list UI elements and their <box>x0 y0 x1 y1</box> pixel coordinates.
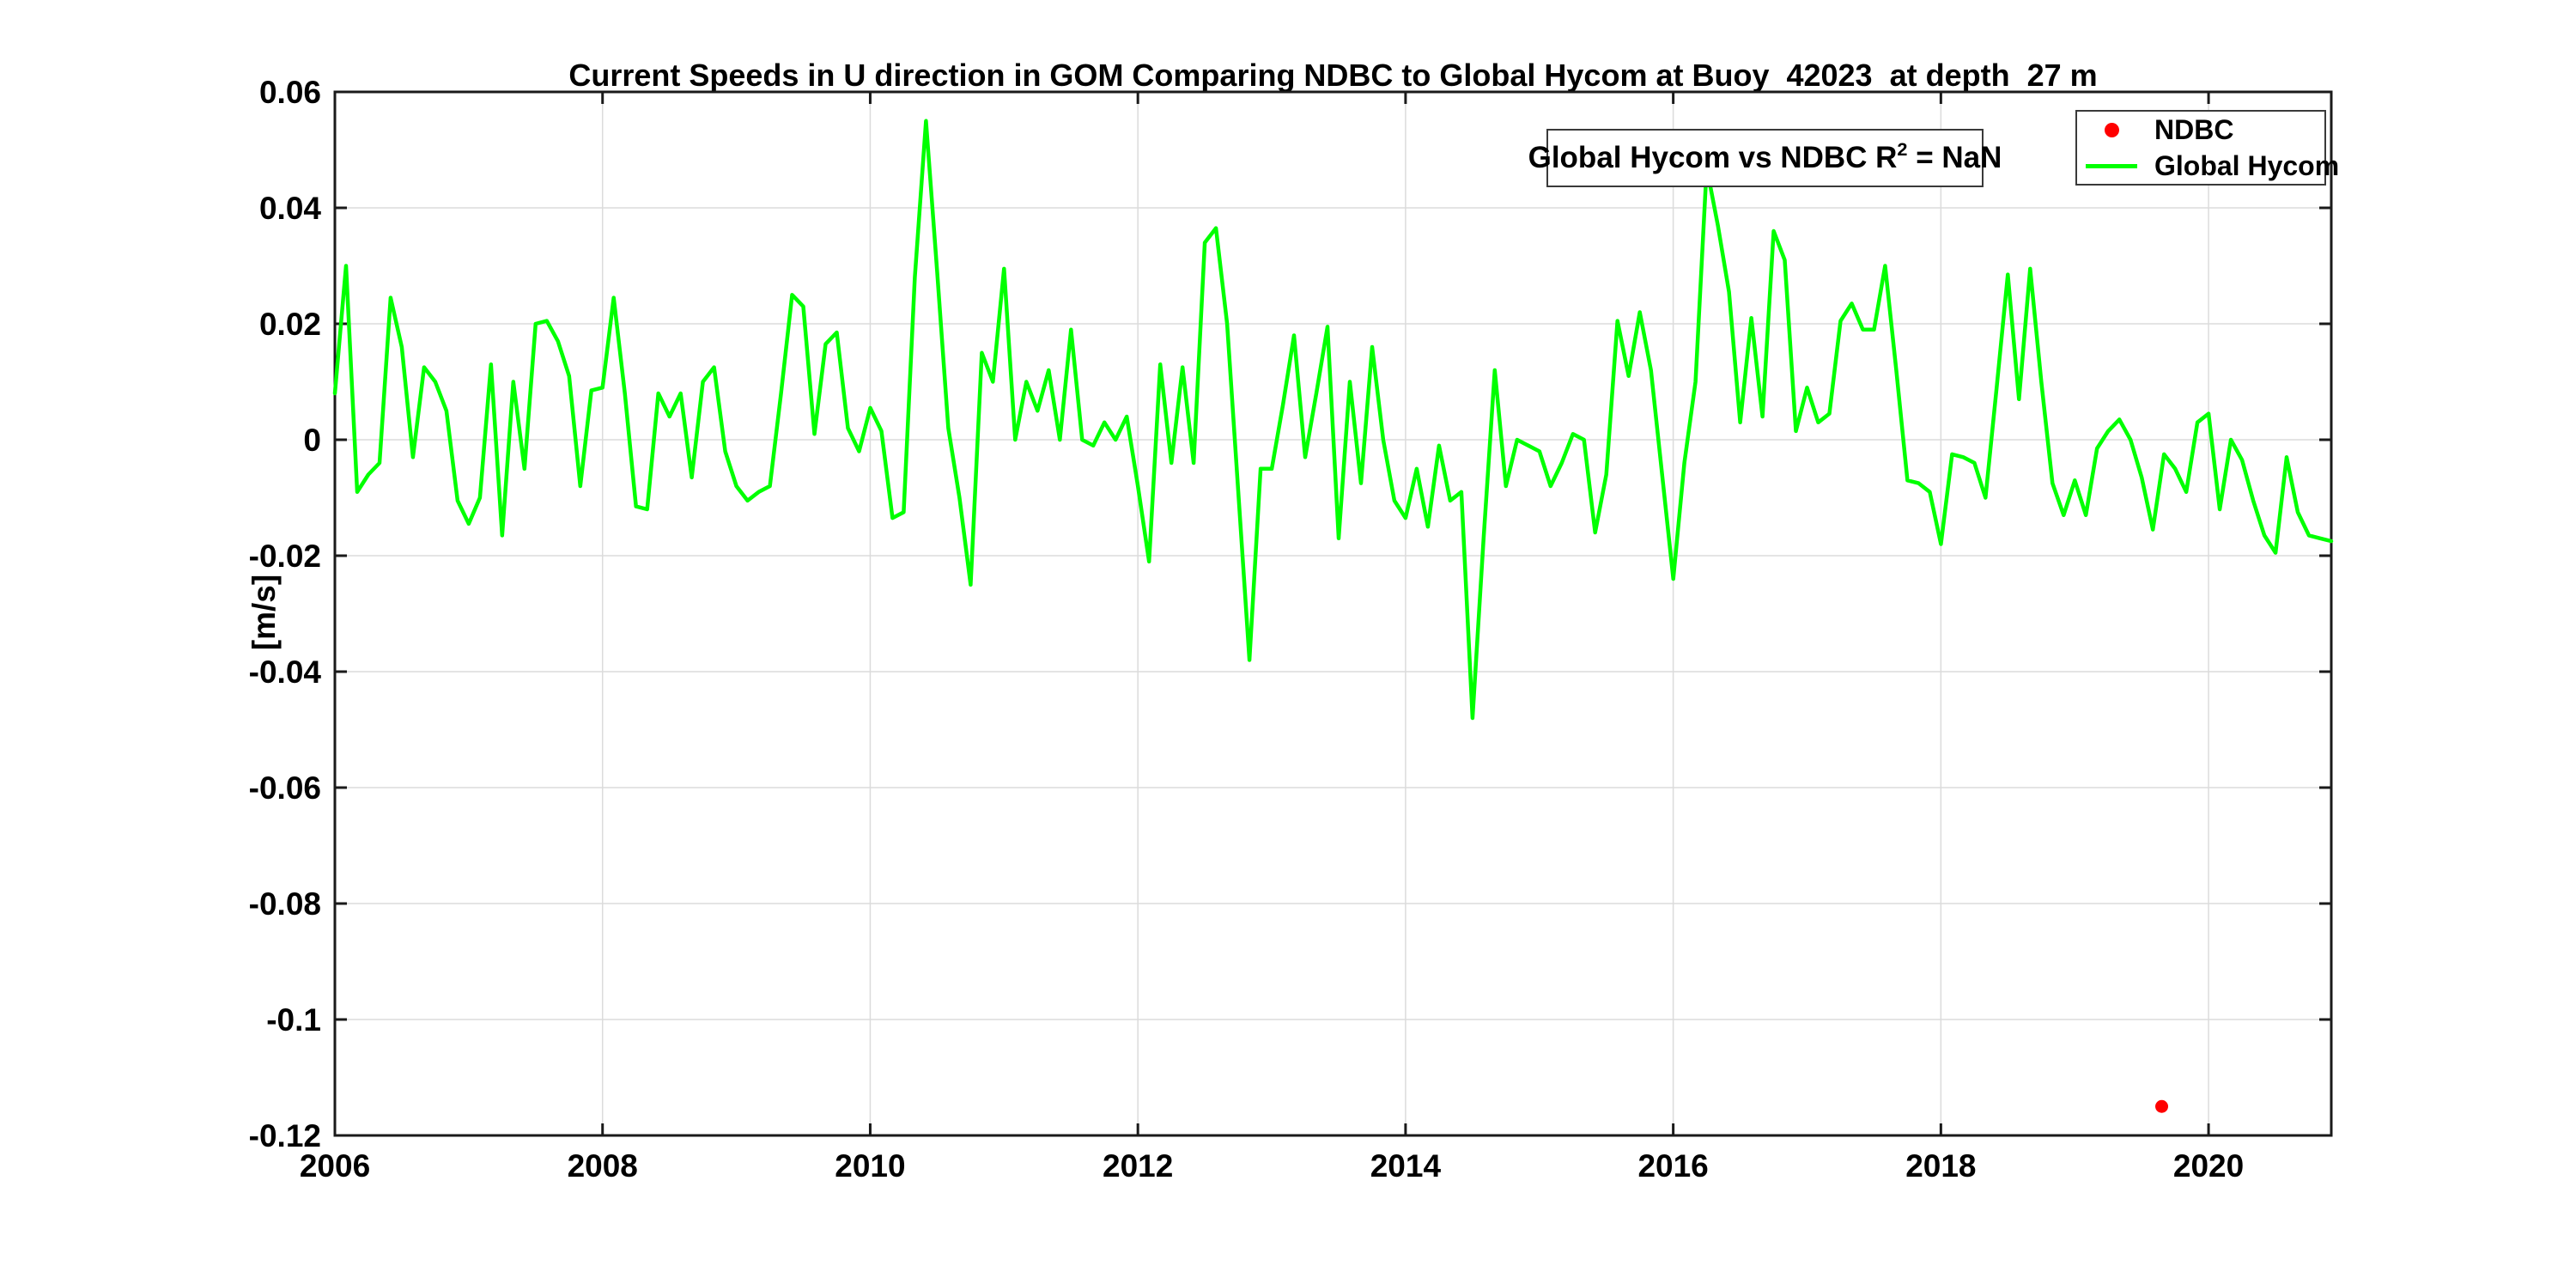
legend: NDBC Global Hycom <box>2075 110 2339 186</box>
x-tick-label: 2010 <box>835 1148 905 1184</box>
y-tick-label: -0.12 <box>249 1118 321 1153</box>
y-tick-label: 0.02 <box>259 307 321 342</box>
annotation-superscript: 2 <box>1897 138 1908 161</box>
y-tick-label: -0.06 <box>249 770 321 806</box>
chart-title: Current Speeds in U direction in GOM Com… <box>568 58 2098 93</box>
legend-item-global-hycom: Global Hycom <box>2077 148 2339 184</box>
y-tick-label: 0 <box>303 423 321 458</box>
legend-item-ndbc: NDBC <box>2077 112 2324 148</box>
y-tick-label: -0.1 <box>266 1002 321 1038</box>
x-tick-label: 2014 <box>1370 1148 1442 1184</box>
ndbc-data-point <box>2155 1099 2169 1113</box>
y-tick-label: 0.04 <box>259 191 321 226</box>
y-tick-label: -0.08 <box>249 886 321 922</box>
ndbc-marker-icon <box>2104 122 2119 137</box>
x-tick-label: 2012 <box>1103 1148 1173 1184</box>
axes-border <box>333 90 2333 1137</box>
y-tick-label: 0.06 <box>259 75 321 110</box>
x-tick-label: 2018 <box>1905 1148 1976 1184</box>
x-tick-label: 2020 <box>2173 1148 2244 1184</box>
global-hycom-line-icon <box>2086 163 2137 168</box>
global-hycom-series-line <box>332 119 2334 721</box>
x-tick-label: 2016 <box>1637 1148 1708 1184</box>
y-tick-label: -0.02 <box>249 539 321 574</box>
annotation-text-prefix: Global Hycom vs NDBC R <box>1528 141 1898 174</box>
annotation-text-suffix: = NaN <box>1907 141 2002 174</box>
legend-label-global-hycom: Global Hycom <box>2154 149 2340 181</box>
legend-label-ndbc: NDBC <box>2154 113 2234 145</box>
x-tick-label: 2006 <box>300 1148 370 1184</box>
x-tick-label: 2008 <box>568 1148 638 1184</box>
y-tick-label: -0.04 <box>249 654 322 690</box>
